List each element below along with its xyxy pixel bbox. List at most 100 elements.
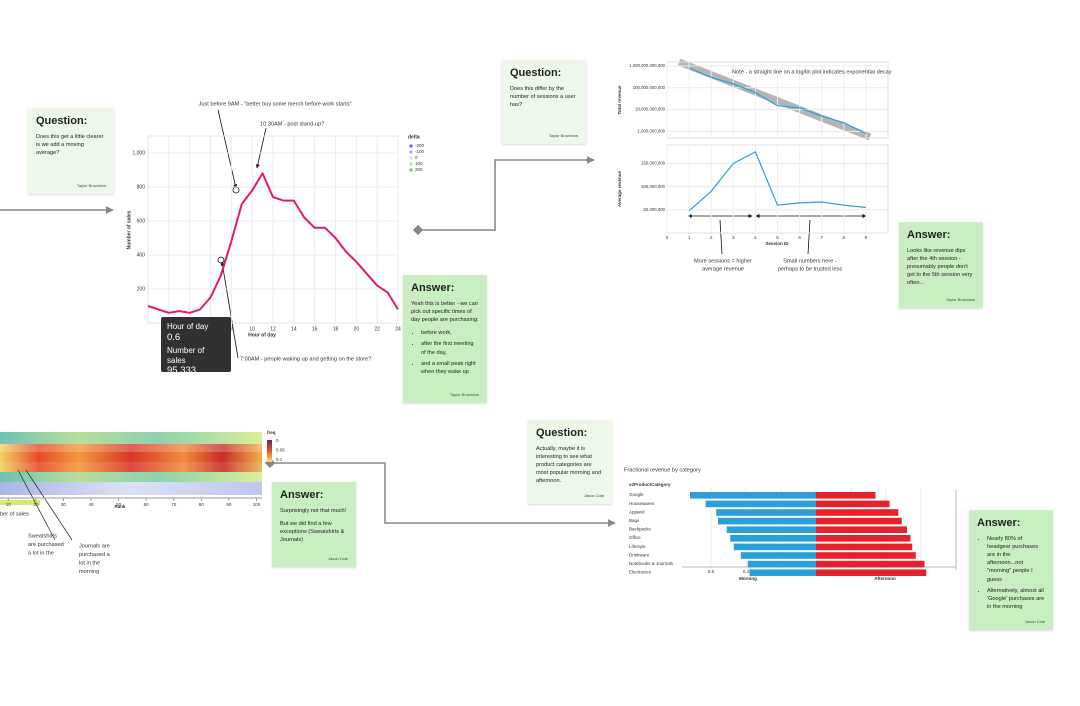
note-heading: Question:: [510, 67, 562, 79]
heatmap-legend-bar: [267, 440, 272, 462]
note-bullet: Nearly 80% of headgear purchases are in …: [987, 535, 1045, 584]
heatmap-row: [0, 452, 262, 462]
x-tick-label: 100: [253, 502, 261, 507]
bar: [816, 492, 876, 499]
x-tick-label: 50: [116, 502, 122, 507]
bar: [705, 500, 816, 508]
x-tick-label: 90: [226, 502, 232, 507]
legend-swatch: [409, 150, 413, 154]
bar: [740, 552, 816, 559]
note-text: Surprisingly not that much!: [280, 508, 347, 514]
annotation: Journals are: [79, 543, 110, 549]
heatmap-row: [0, 482, 262, 495]
y-tick-label: 10,000,000,000: [635, 107, 665, 112]
x-tick-label: 2: [710, 235, 713, 240]
y-axis-label: ber of sales: [0, 511, 29, 517]
note-author: Jason Cole: [1024, 619, 1045, 624]
bar: [816, 517, 902, 525]
y-tick-label: 1,000: [132, 150, 145, 156]
sticky-note[interactable]: Question: Actually, maybe it is interest…: [528, 420, 612, 504]
sticky-note[interactable]: Answer: Surprisingly not that much! But …: [272, 482, 356, 567]
bar: [816, 560, 925, 568]
bar: [718, 517, 816, 525]
sticky-note[interactable]: Answer: Looks like revenue dips after th…: [899, 222, 983, 308]
y-tick-label: 400: [137, 252, 146, 258]
tooltip-value: 0.6: [167, 331, 181, 343]
revenue-line: [688, 67, 867, 135]
note-text: Looks like revenue dips after the 4th se…: [907, 248, 973, 287]
x-tick-label: 40: [89, 502, 95, 507]
moving-average-line: [147, 172, 399, 314]
note-text: Yeah this is better - we can pick out sp…: [411, 301, 479, 324]
sticky-note[interactable]: Question: Does this get a little clearer…: [28, 108, 114, 194]
chart-title: Fractional revenue by category: [624, 467, 701, 473]
y-tick-label: 200: [137, 286, 146, 292]
range-arrows: [687, 214, 867, 255]
note-bullet: Alternatively, almost all 'Google' purch…: [987, 587, 1045, 611]
legend-label: 0: [276, 438, 279, 443]
y-tick-label: 1,000,000,000,000: [629, 63, 665, 68]
axis-title: v2ProductCategory: [629, 482, 671, 487]
x-tick-label: 0.6: [708, 569, 715, 574]
annotation: Note - a straight line on a log/lin plot…: [732, 69, 892, 75]
x-axis-label: Morning: [739, 576, 757, 581]
bar: [749, 569, 816, 576]
sticky-note[interactable]: Answer: Yeah this is better - we can pic…: [403, 275, 487, 403]
bar: [816, 569, 927, 576]
annotation: lot in the: [79, 560, 100, 566]
legend-swatch: [409, 156, 413, 160]
heatmap-cells: [0, 432, 272, 541]
note-author: Taylor Brownlow: [548, 133, 578, 138]
x-tick-label: 8: [843, 235, 846, 240]
sales-annotation-lines: [217, 109, 267, 359]
category-label: Housewares: [629, 501, 655, 506]
note-list: Nearly 80% of headgear purchases are in …: [977, 535, 1045, 611]
x-tick-label: 12: [270, 326, 276, 332]
bar: [816, 509, 899, 516]
heatmap-row: [0, 472, 262, 482]
bar: [726, 526, 816, 533]
sticky-note[interactable]: Answer: Nearly 80% of headgear purchases…: [969, 510, 1053, 630]
note-heading: Answer:: [907, 229, 951, 241]
annotation-arrow: [220, 261, 239, 359]
note-text: Does this get a little clearer is we add…: [36, 134, 104, 157]
x-tick-label: 1: [688, 235, 691, 240]
y-tick-label: 100,000,000,000: [633, 85, 666, 90]
bar: [816, 526, 907, 533]
legend-label: 0.05: [276, 448, 285, 453]
note-heading: Question:: [536, 427, 588, 439]
legend-label: 0: [415, 155, 418, 160]
category-label: Lifestyle: [629, 544, 646, 549]
x-tick-label: 10: [249, 326, 255, 332]
category-label: Electronics: [629, 570, 652, 575]
legend-title: freq: [267, 430, 276, 435]
annotation: More sessions = higher: [694, 258, 752, 264]
sticky-note[interactable]: Question: Does this differ by the number…: [502, 60, 586, 144]
note-bullet: and a small peak right when they wake up: [421, 360, 479, 376]
note-author: Taylor Brownlow: [449, 392, 479, 397]
annotation-circle: [217, 256, 225, 264]
note-heading: Answer:: [977, 517, 1021, 529]
bar: [716, 509, 816, 516]
annotation: 10:30AM - post stand-up?: [260, 121, 324, 127]
bar: [730, 535, 816, 542]
x-axis-label: Hour of day: [248, 332, 276, 338]
note-text: Does this differ by the number of sessio…: [510, 86, 576, 109]
bar: [816, 535, 911, 542]
note-author: Jason Cole: [327, 556, 348, 561]
note-author: Taylor Brownlow: [945, 297, 975, 302]
note-heading: Question:: [36, 115, 88, 127]
x-tick-label: 8: [230, 326, 233, 332]
x-tick-label: 16: [312, 326, 318, 332]
y-axis-label: Number of sales: [126, 210, 132, 249]
connectors: [0, 156, 616, 527]
note-bullet: before work,: [421, 329, 479, 337]
note-list: before work, after the first meeting of …: [411, 329, 479, 376]
legend-label: -100: [415, 149, 425, 154]
x-tick-label: 3: [732, 235, 735, 240]
x-tick-label: 24: [395, 326, 401, 332]
annotation: perhaps to be trusted less: [778, 266, 843, 272]
x-tick-label: 14: [291, 326, 297, 332]
note-heading: Answer:: [280, 489, 324, 501]
